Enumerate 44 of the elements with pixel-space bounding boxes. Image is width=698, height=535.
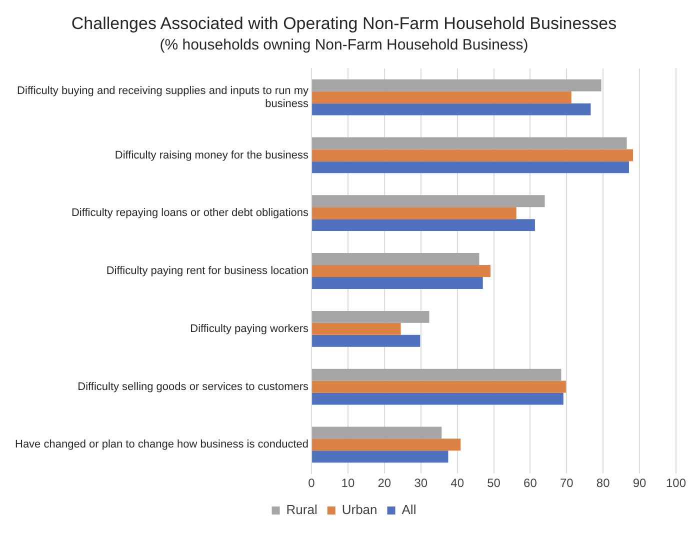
bar (312, 276, 483, 289)
x-tick-label: 60 (524, 476, 538, 490)
x-tick-label: 100 (666, 476, 686, 490)
y-tick-label: Difficulty selling goods or services to customers (78, 380, 310, 393)
bar (312, 195, 545, 208)
bar (312, 392, 564, 405)
bar (312, 438, 461, 451)
bar (312, 368, 562, 381)
x-tick-label: 10 (341, 476, 355, 490)
chart-subtitle: (% households owning Non-Farm Household Business) (160, 36, 528, 54)
bar (312, 103, 591, 116)
bar (312, 450, 448, 463)
bar (312, 149, 633, 162)
y-tick-label: Difficulty paying rent for business location (106, 265, 309, 278)
y-tick-label: Difficulty buying and receiving supplies and inputs to run my business (17, 84, 310, 110)
x-tick-label: 40 (450, 476, 464, 490)
y-tick-label: Difficulty repaying loans or other debt obligations (71, 207, 310, 220)
x-tick-label: 90 (632, 476, 647, 490)
bar (312, 253, 480, 266)
bar (312, 219, 535, 232)
bar (312, 161, 629, 174)
bar (312, 79, 602, 92)
y-tick-label: Difficulty raising money for the business (114, 149, 310, 162)
bar (312, 137, 627, 150)
bar (312, 265, 490, 277)
y-tick-label: Difficulty paying workers (190, 322, 310, 335)
bar (312, 334, 420, 347)
bar (312, 91, 572, 104)
x-tick-label: 70 (560, 476, 574, 490)
x-tick-label: 0 (308, 476, 316, 490)
bar (312, 207, 516, 220)
bar (312, 310, 430, 323)
bar (312, 380, 566, 393)
x-tick-label: 50 (487, 476, 501, 490)
chart-title: Challenges Associated with Operating Non-Farm Household Businesses (71, 14, 617, 33)
legend-label: Urban (342, 502, 378, 518)
bar (312, 322, 401, 335)
x-tick-label: 80 (596, 476, 610, 490)
y-tick-label: Have changed or plan to change how business is conducted (15, 438, 309, 451)
x-tick-label: 30 (414, 476, 428, 490)
bar (312, 426, 442, 439)
legend-label: Rural (286, 502, 318, 518)
legend-label: All (402, 502, 416, 518)
x-tick-label: 20 (378, 476, 392, 490)
